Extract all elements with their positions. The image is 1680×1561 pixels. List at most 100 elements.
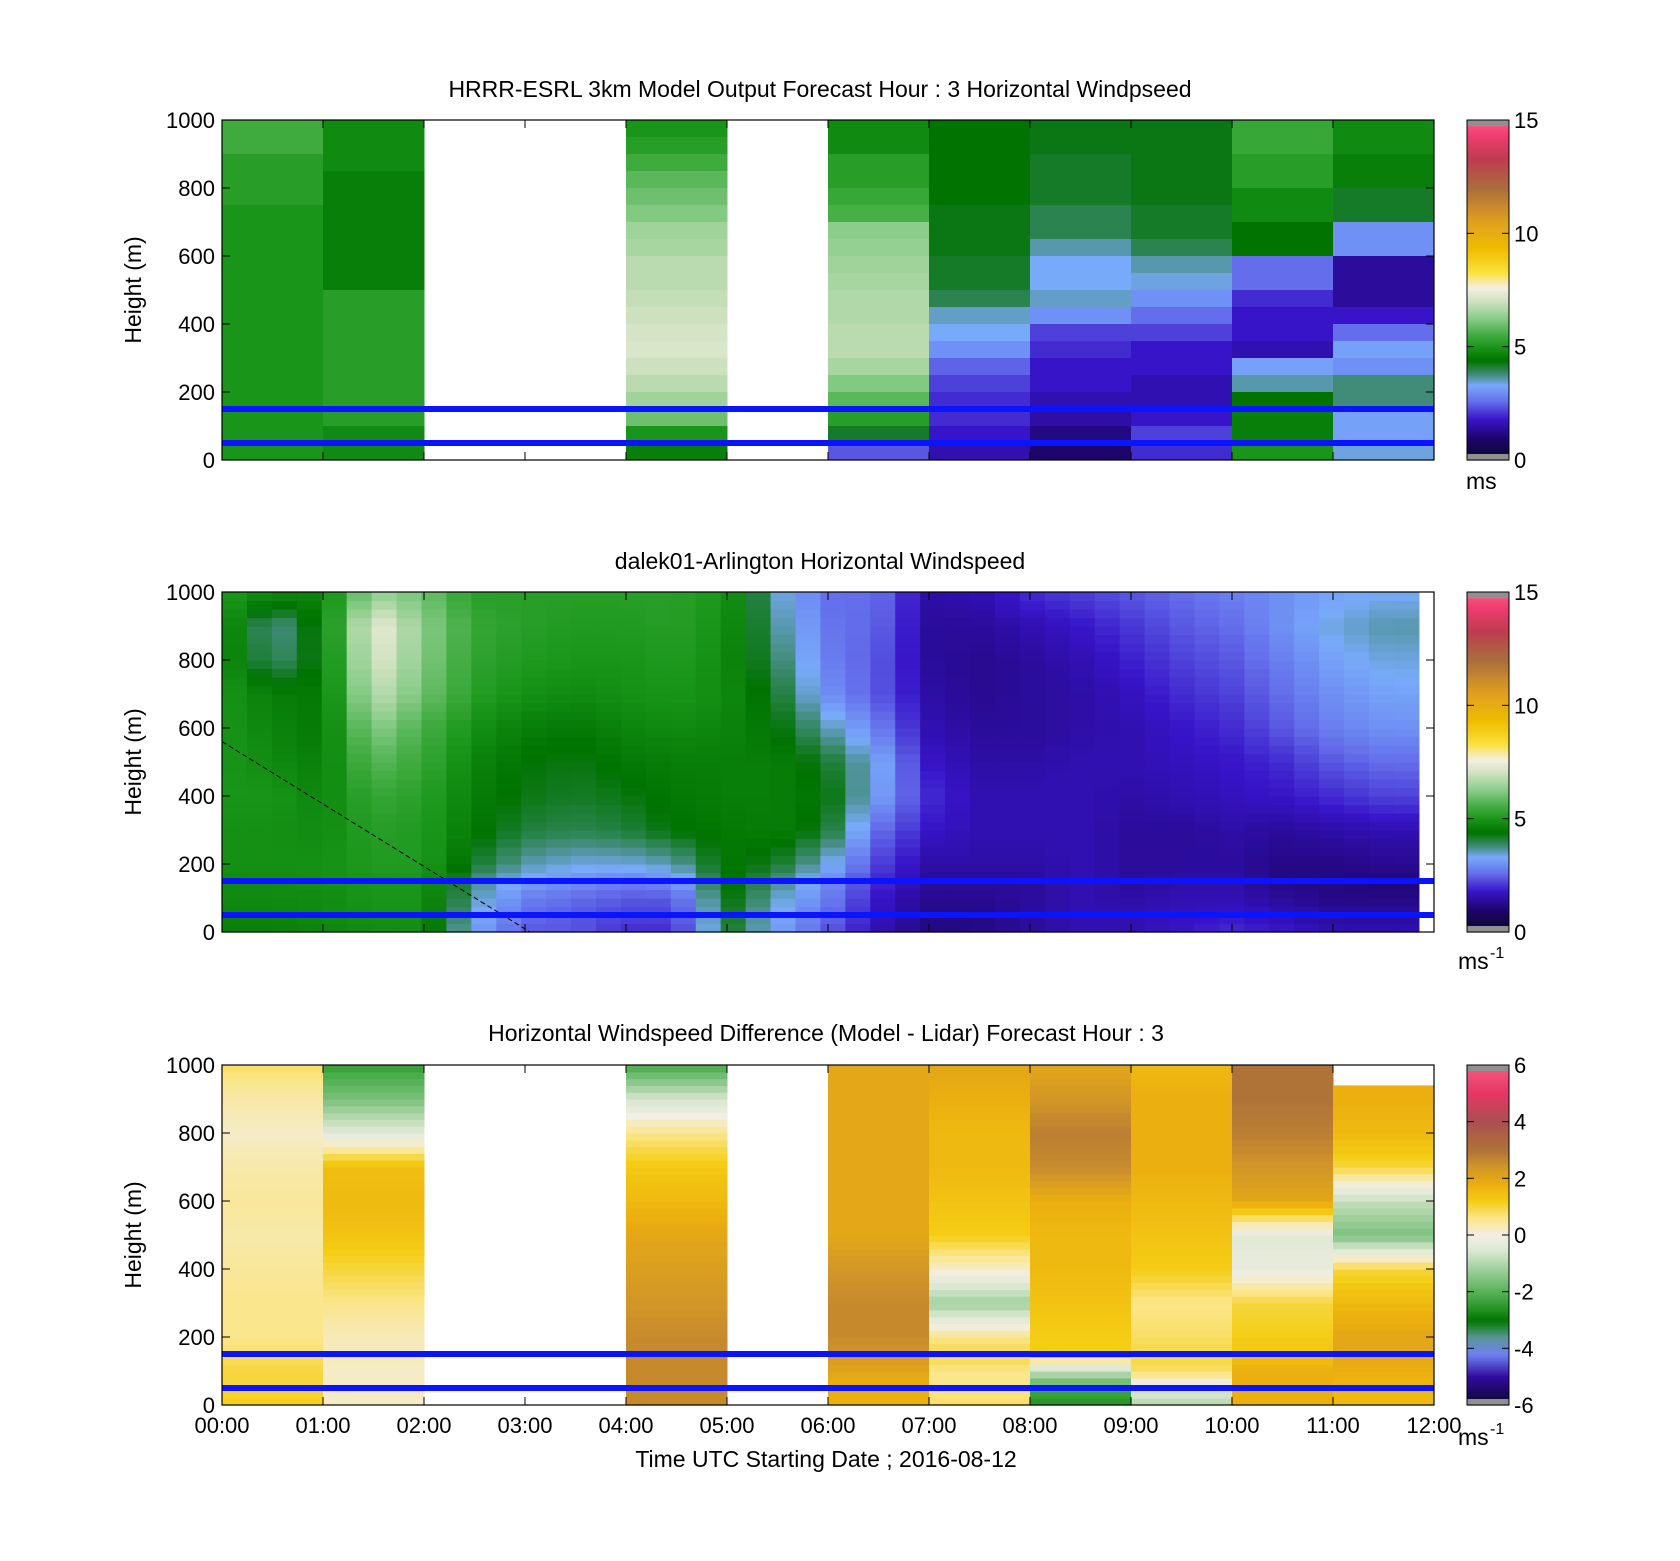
heatmap-cell bbox=[1030, 307, 1132, 325]
heatmap-cell bbox=[745, 736, 772, 746]
colorbar-swatch bbox=[1467, 915, 1509, 918]
heatmap-cell bbox=[1368, 847, 1395, 857]
heatmap-cell bbox=[421, 830, 448, 840]
heatmap-cell bbox=[1333, 1221, 1435, 1229]
colorbar-swatch bbox=[1467, 789, 1509, 793]
heatmap-cell bbox=[1131, 1105, 1233, 1114]
heatmap-cell bbox=[1344, 745, 1370, 755]
heatmap-cell bbox=[1333, 1173, 1435, 1182]
heatmap-cell bbox=[1169, 881, 1196, 891]
heatmap-cell bbox=[371, 906, 398, 916]
heatmap-cell bbox=[1069, 889, 1096, 899]
heatmap-cell bbox=[1131, 1153, 1233, 1161]
heatmap-cell bbox=[323, 324, 425, 342]
colorbar-swatch bbox=[1467, 1203, 1509, 1206]
heatmap-cell bbox=[496, 898, 522, 908]
heatmap-cell bbox=[1232, 273, 1334, 291]
heatmap-cell bbox=[770, 804, 797, 814]
heatmap-cell bbox=[1269, 736, 1295, 746]
colorbar-swatch bbox=[1467, 919, 1509, 922]
heatmap-cell bbox=[1344, 830, 1370, 840]
heatmap-cell bbox=[970, 898, 996, 908]
heatmap-cell bbox=[1344, 728, 1370, 738]
heatmap-cell bbox=[695, 719, 722, 729]
heatmap-cell bbox=[1030, 1119, 1132, 1127]
heatmap-cell bbox=[1269, 872, 1295, 882]
heatmap-cell bbox=[371, 617, 398, 627]
heatmap-cell bbox=[222, 898, 248, 908]
colorbar-swatch bbox=[1467, 702, 1509, 706]
heatmap-cell bbox=[446, 923, 472, 933]
heatmap-cell bbox=[1269, 719, 1295, 729]
heatmap-cell bbox=[346, 651, 373, 661]
heatmap-cell bbox=[1232, 1398, 1334, 1406]
heatmap-cell bbox=[1144, 864, 1171, 874]
heatmap-cell bbox=[1144, 753, 1171, 763]
heatmap-cell bbox=[994, 847, 1021, 857]
heatmap-cell bbox=[296, 881, 323, 891]
heatmap-cell bbox=[795, 609, 822, 619]
heatmap-cell bbox=[246, 626, 273, 636]
heatmap-cell bbox=[1368, 787, 1395, 797]
heatmap-cell bbox=[745, 787, 772, 797]
heatmap-cell bbox=[994, 668, 1021, 678]
heatmap-cell bbox=[994, 762, 1021, 772]
heatmap-cell bbox=[371, 889, 398, 899]
heatmap-cell bbox=[1393, 651, 1420, 661]
heatmap-cell bbox=[1319, 779, 1345, 789]
heatmap-cell bbox=[745, 660, 772, 670]
heatmap-cell bbox=[296, 813, 323, 823]
heatmap-cell bbox=[920, 770, 946, 780]
colorbar-swatch bbox=[1467, 1269, 1509, 1272]
heatmap-cell bbox=[346, 779, 373, 789]
heatmap-cell bbox=[446, 864, 472, 874]
heatmap-cell bbox=[1094, 702, 1121, 712]
colorbar-swatch bbox=[1467, 908, 1509, 912]
colorbar-swatch bbox=[1467, 1334, 1509, 1338]
colorbar-swatch bbox=[1467, 1341, 1509, 1344]
heatmap-cell bbox=[271, 668, 298, 678]
heatmap-cell bbox=[396, 804, 423, 814]
heatmap-cell bbox=[828, 1146, 930, 1154]
heatmap-cell bbox=[828, 1139, 930, 1148]
heatmap-cell bbox=[1269, 728, 1295, 738]
heatmap-cell bbox=[1069, 651, 1096, 661]
panel-lidar-heatmap bbox=[222, 592, 1420, 933]
heatmap-cell bbox=[1131, 1377, 1233, 1386]
heatmap-cell bbox=[596, 847, 622, 857]
heatmap-cell bbox=[828, 1330, 930, 1338]
heatmap-cell bbox=[446, 651, 472, 661]
heatmap-cell bbox=[246, 779, 273, 789]
heatmap-cell bbox=[620, 787, 647, 797]
heatmap-cell bbox=[720, 779, 747, 789]
heatmap-cell bbox=[1194, 643, 1220, 653]
heatmap-cell bbox=[1294, 796, 1320, 806]
colorbar-swatch bbox=[1467, 711, 1509, 714]
heatmap-cell bbox=[346, 864, 373, 874]
heatmap-cell bbox=[323, 1282, 425, 1290]
heatmap-cell bbox=[1232, 1228, 1334, 1236]
colorbar-swatch bbox=[1467, 438, 1509, 442]
heatmap-cell bbox=[1131, 1160, 1233, 1168]
heatmap-cell bbox=[222, 1146, 324, 1154]
heatmap-cell bbox=[1393, 898, 1420, 908]
heatmap-cell bbox=[929, 1099, 1031, 1107]
heatmap-cell bbox=[1344, 898, 1370, 908]
heatmap-cell bbox=[1319, 855, 1345, 865]
heatmap-cell bbox=[870, 770, 896, 780]
heatmap-cell bbox=[421, 787, 448, 797]
heatmap-cell bbox=[571, 626, 597, 636]
heatmap-cell bbox=[994, 643, 1021, 653]
heatmap-cell bbox=[1232, 1309, 1334, 1318]
heatmap-cell bbox=[1069, 592, 1096, 602]
heatmap-cell bbox=[1393, 702, 1420, 712]
heatmap-cell bbox=[970, 719, 996, 729]
heatmap-cell bbox=[246, 864, 273, 874]
heatmap-cell bbox=[1232, 1269, 1334, 1277]
heatmap-cell bbox=[1030, 1228, 1132, 1236]
heatmap-cell bbox=[929, 1323, 1031, 1331]
heatmap-cell bbox=[321, 804, 348, 814]
colorbar-swatch bbox=[1467, 402, 1509, 406]
heatmap-cell bbox=[1169, 592, 1196, 602]
heatmap-cell bbox=[720, 872, 747, 882]
